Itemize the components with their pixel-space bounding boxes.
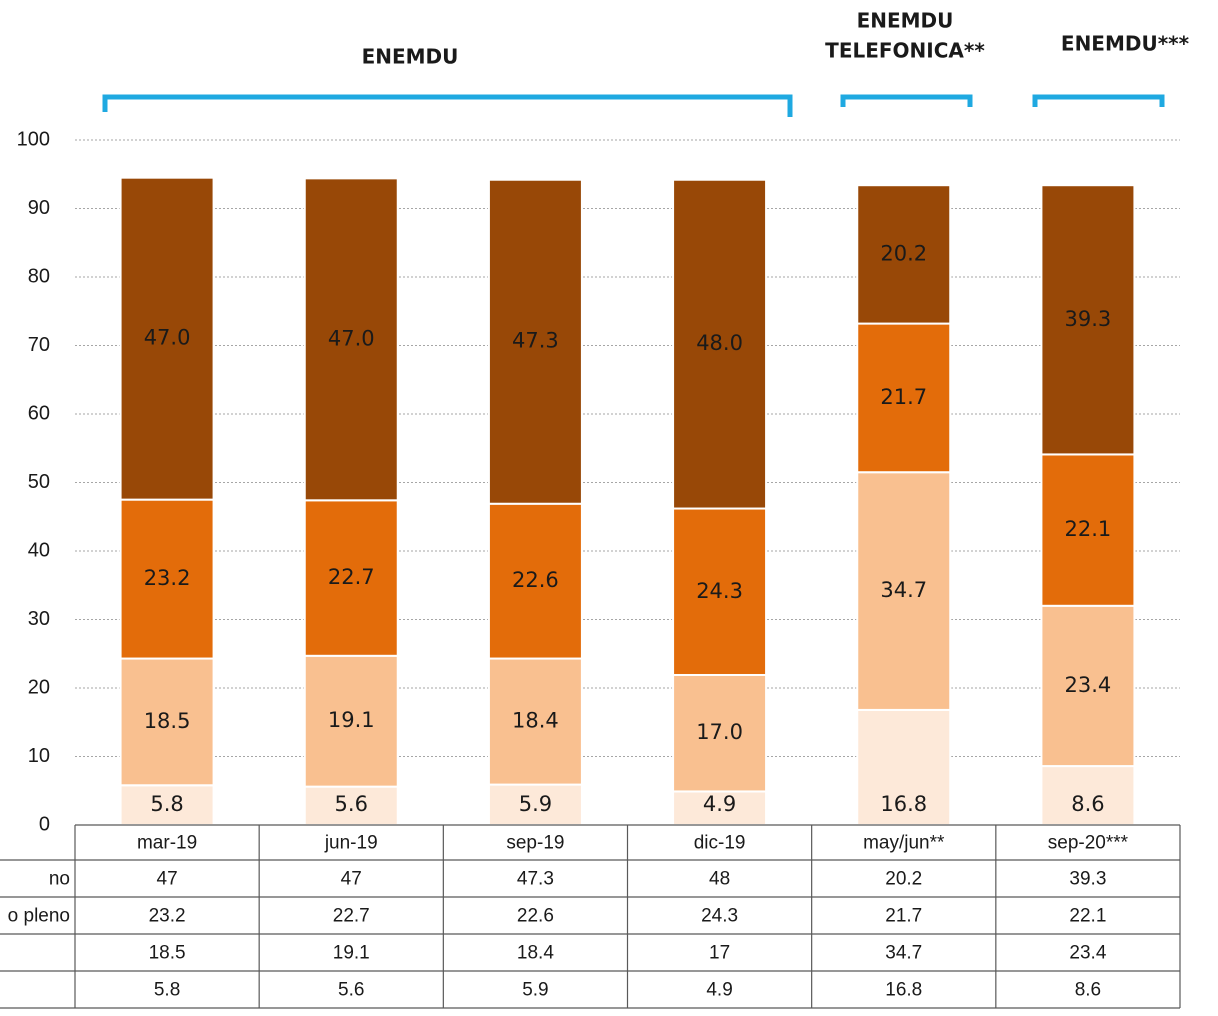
data-label: 16.8	[880, 792, 927, 816]
data-label: 5.6	[335, 792, 368, 816]
bar-segment	[303, 785, 399, 827]
table-cell: 24.3	[701, 906, 738, 927]
table-cell: 47.3	[517, 869, 554, 890]
bar-segment	[856, 471, 952, 711]
bar-segment	[303, 177, 399, 502]
bracket	[102, 94, 793, 117]
y-tick-label: 70	[28, 334, 50, 356]
data-label: 23.4	[1065, 673, 1112, 697]
data-label: 17.0	[696, 720, 743, 744]
table-cell: 22.7	[333, 906, 370, 927]
data-label: 24.3	[696, 579, 743, 603]
bar-segment	[672, 178, 768, 510]
bar-segment	[1040, 184, 1136, 456]
y-tick-label: 50	[28, 471, 50, 493]
group-label: ENEMDU	[857, 9, 954, 33]
bracket	[1032, 94, 1165, 107]
y-tick-label: 80	[28, 265, 50, 287]
bracket	[840, 94, 973, 107]
data-label: 18.5	[144, 709, 191, 733]
table-cell: 18.5	[149, 943, 186, 964]
table-cell: 5.8	[154, 980, 180, 1001]
y-tick-label: 100	[17, 128, 50, 150]
group-brackets	[102, 94, 1165, 117]
bar-segment	[119, 657, 215, 787]
y-tick-label: 10	[28, 745, 50, 767]
data-label: 8.6	[1071, 792, 1104, 816]
data-label: 20.2	[880, 241, 927, 265]
data-label: 5.9	[519, 792, 552, 816]
y-tick-label: 40	[28, 539, 50, 561]
group-label: TELEFONICA**	[825, 39, 985, 63]
x-tick-label: dic-19	[694, 833, 746, 854]
table-cell: 22.6	[517, 906, 554, 927]
data-label: 47.3	[512, 329, 559, 353]
x-tick-label: sep-20***	[1048, 833, 1129, 854]
bar-segment	[119, 176, 215, 501]
table-cell: 23.4	[1069, 943, 1106, 964]
data-label: 22.7	[328, 565, 375, 589]
data-label: 48.0	[696, 331, 743, 355]
group-label: ENEMDU***	[1061, 32, 1190, 56]
data-label: 34.7	[880, 578, 927, 602]
table-cell: 22.1	[1069, 906, 1106, 927]
x-tick-label: jun-19	[324, 833, 378, 854]
bar-segment	[1040, 453, 1136, 607]
table-cell: 23.2	[149, 906, 186, 927]
table-cell: 18.4	[517, 943, 554, 964]
table-cell: 20.2	[885, 869, 922, 890]
bar-segment	[487, 178, 583, 505]
data-label: 22.1	[1065, 517, 1112, 541]
data-label: 39.3	[1065, 307, 1112, 331]
table-cell: 16.8	[885, 980, 922, 1001]
data-label: 22.6	[512, 568, 559, 592]
table-cell: 19.1	[333, 943, 370, 964]
y-tick-label: 30	[28, 608, 50, 630]
table-cell: 48	[709, 869, 730, 890]
table-cell: 34.7	[885, 943, 922, 964]
table-cell: 8.6	[1075, 980, 1101, 1001]
bar-segment	[856, 184, 952, 325]
x-tick-label: may/jun**	[863, 833, 945, 854]
y-tick-label: 60	[28, 402, 50, 424]
bar-segment	[119, 784, 215, 827]
y-tick-label: 20	[28, 676, 50, 698]
x-tick-label: mar-19	[137, 833, 197, 854]
table-cell: 21.7	[885, 906, 922, 927]
y-tick-label: 0	[39, 813, 50, 835]
y-tick-label: 90	[28, 197, 50, 219]
data-label: 19.1	[328, 708, 375, 732]
table-cell: 47	[341, 869, 362, 890]
bar-segment	[1040, 604, 1136, 768]
x-tick-label: sep-19	[506, 833, 564, 854]
bar-segment	[487, 502, 583, 660]
data-label: 47.0	[144, 326, 191, 350]
data-label: 4.9	[703, 792, 736, 816]
data-label: 18.4	[512, 709, 559, 733]
table-cell: 17	[709, 943, 730, 964]
data-label: 23.2	[144, 566, 191, 590]
legend-label: o pleno	[8, 906, 70, 927]
bar-segment	[856, 322, 952, 474]
data-label: 47.0	[328, 326, 375, 350]
bar-segment	[487, 657, 583, 786]
table-cell: 5.6	[338, 980, 364, 1001]
table-cell: 5.9	[522, 980, 548, 1001]
legend-label: no	[49, 869, 70, 890]
table-cell: 4.9	[706, 980, 732, 1001]
bar-segment	[119, 498, 215, 660]
data-label: 21.7	[880, 385, 927, 409]
table-cell: 47	[157, 869, 178, 890]
data-label: 5.8	[150, 792, 183, 816]
bar-segment	[672, 507, 768, 676]
bar-segment	[672, 790, 768, 826]
group-label: ENEMDU	[362, 45, 459, 69]
table-cell: 39.3	[1069, 869, 1106, 890]
